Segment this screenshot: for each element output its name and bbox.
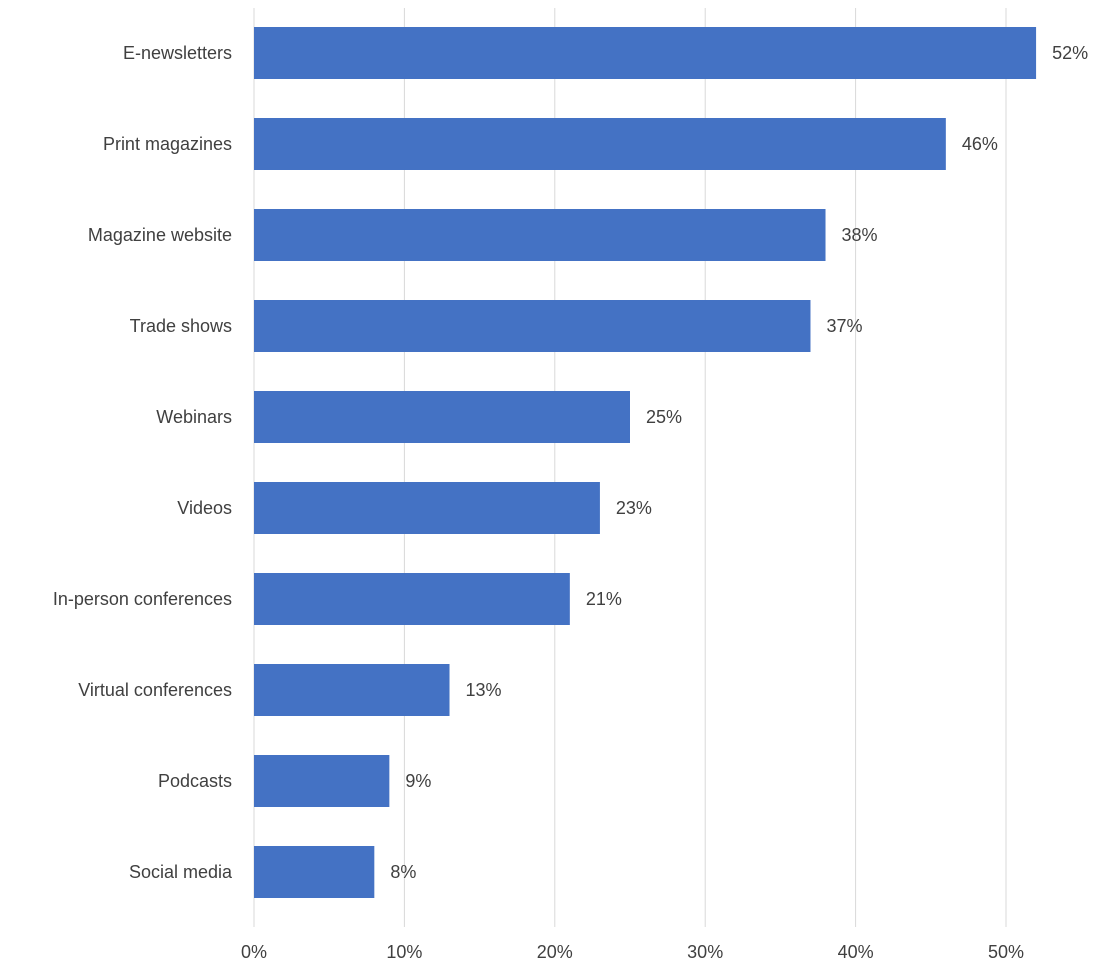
value-label: 13% bbox=[466, 680, 502, 700]
category-label: Social media bbox=[129, 862, 233, 882]
value-label: 23% bbox=[616, 498, 652, 518]
value-label: 38% bbox=[842, 225, 878, 245]
category-label: Magazine website bbox=[88, 225, 232, 245]
value-label: 52% bbox=[1052, 43, 1088, 63]
value-label: 46% bbox=[962, 134, 998, 154]
bars bbox=[254, 27, 1037, 898]
category-label: Virtual conferences bbox=[78, 680, 232, 700]
bar bbox=[254, 300, 811, 352]
bar bbox=[254, 391, 630, 443]
category-label: E-newsletters bbox=[123, 43, 232, 63]
x-tick-label: 10% bbox=[386, 942, 422, 962]
bar bbox=[254, 209, 826, 261]
value-label: 9% bbox=[405, 771, 431, 791]
category-label: Videos bbox=[177, 498, 232, 518]
x-tick-label: 50% bbox=[988, 942, 1024, 962]
bar bbox=[254, 118, 946, 170]
bar bbox=[254, 573, 570, 625]
bar bbox=[254, 755, 390, 807]
value-labels: 52% 46% 38% 37% 25% 23% 21% 13% 9% 8% bbox=[390, 43, 1088, 882]
category-label: Trade shows bbox=[130, 316, 232, 336]
x-tick-label: 20% bbox=[537, 942, 573, 962]
x-tick-label: 30% bbox=[687, 942, 723, 962]
value-label: 21% bbox=[586, 589, 622, 609]
x-tick-label: 0% bbox=[241, 942, 267, 962]
x-axis-tick-labels: 0% 10% 20% 30% 40% 50% bbox=[241, 942, 1024, 962]
bar bbox=[254, 482, 600, 534]
category-labels: E-newsletters Print magazines Magazine web… bbox=[53, 43, 233, 882]
category-label: Podcasts bbox=[158, 771, 232, 791]
category-label: Webinars bbox=[156, 407, 232, 427]
x-tick-label: 40% bbox=[838, 942, 874, 962]
bar bbox=[254, 846, 375, 898]
bar bbox=[254, 27, 1037, 79]
category-label: Print magazines bbox=[103, 134, 232, 154]
category-label: In-person conferences bbox=[53, 589, 232, 609]
value-label: 37% bbox=[826, 316, 862, 336]
value-label: 25% bbox=[646, 407, 682, 427]
bar bbox=[254, 664, 450, 716]
value-label: 8% bbox=[390, 862, 416, 882]
